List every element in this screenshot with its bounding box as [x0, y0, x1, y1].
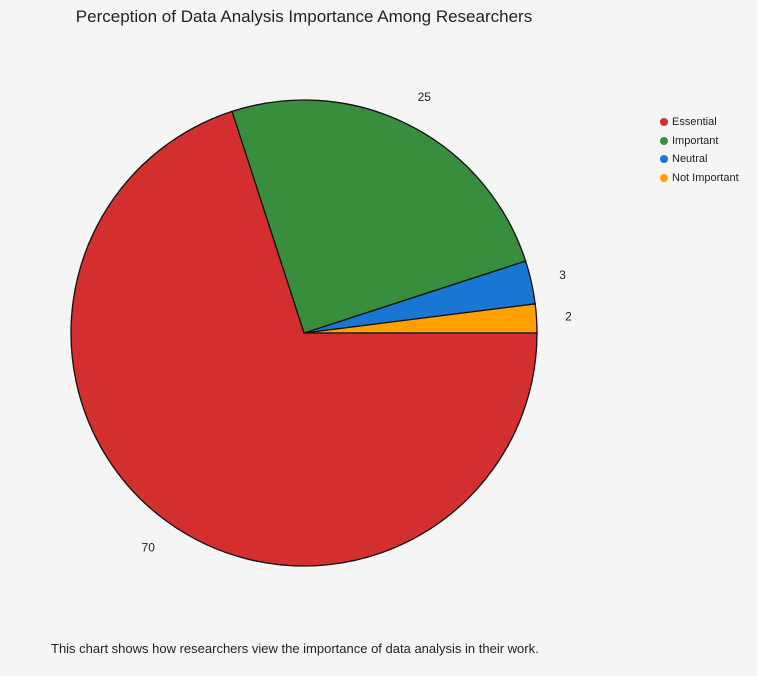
- legend-item-essential: Essential: [660, 113, 739, 132]
- data-label-not-important: 2: [565, 309, 572, 323]
- legend-label: Important: [672, 134, 719, 147]
- data-label-neutral: 3: [559, 268, 566, 282]
- pie-slices: [70, 99, 538, 567]
- pie-slice-important: [231, 99, 527, 334]
- legend-swatch: [660, 173, 668, 182]
- legend-label: Neutral: [672, 153, 708, 166]
- chart-legend: Essential Important Neutral Not Important: [660, 113, 739, 187]
- legend-label: Essential: [672, 116, 717, 129]
- legend-item-neutral: Neutral: [660, 150, 739, 169]
- chart-caption: This chart shows how researchers view th…: [51, 641, 539, 656]
- legend-item-not-important: Not Important: [660, 169, 739, 188]
- legend-item-important: Important: [660, 132, 739, 151]
- pie-slice-essential: [70, 110, 538, 567]
- data-label-important: 25: [418, 90, 432, 104]
- chart-title: Perception of Data Analysis Importance A…: [75, 7, 533, 26]
- data-label-essential: 70: [142, 540, 156, 554]
- legend-swatch: [660, 155, 668, 164]
- legend-swatch: [660, 118, 668, 127]
- pie-labels: 2 3 25 70: [142, 90, 573, 555]
- legend-label: Not Important: [672, 171, 739, 184]
- legend-swatch: [660, 136, 668, 145]
